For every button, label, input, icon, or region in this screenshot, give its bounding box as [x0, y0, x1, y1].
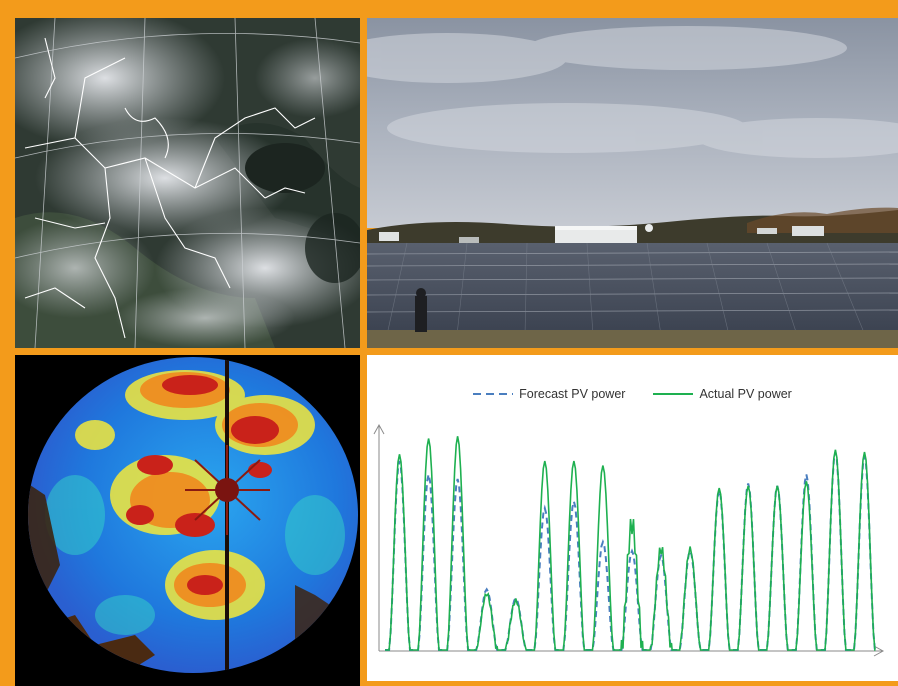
x-axis: [379, 645, 885, 657]
all-sky-camera-image: [15, 355, 360, 686]
pv-power-chart: Forecast PV power Actual PV power: [367, 355, 898, 681]
chart-legend: Forecast PV power Actual PV power: [367, 387, 898, 401]
y-axis: [373, 423, 385, 651]
legend-actual-label: Actual PV power: [699, 387, 792, 401]
chart-plot-area: [373, 423, 885, 657]
solar-farm-photo: [367, 18, 898, 348]
legend-actual: Actual PV power: [653, 387, 792, 401]
legend-forecast-label: Forecast PV power: [519, 387, 626, 401]
actual-pv-power-line: [385, 436, 876, 651]
satellite-cloud-image: [15, 18, 360, 348]
legend-forecast: Forecast PV power: [473, 387, 625, 401]
